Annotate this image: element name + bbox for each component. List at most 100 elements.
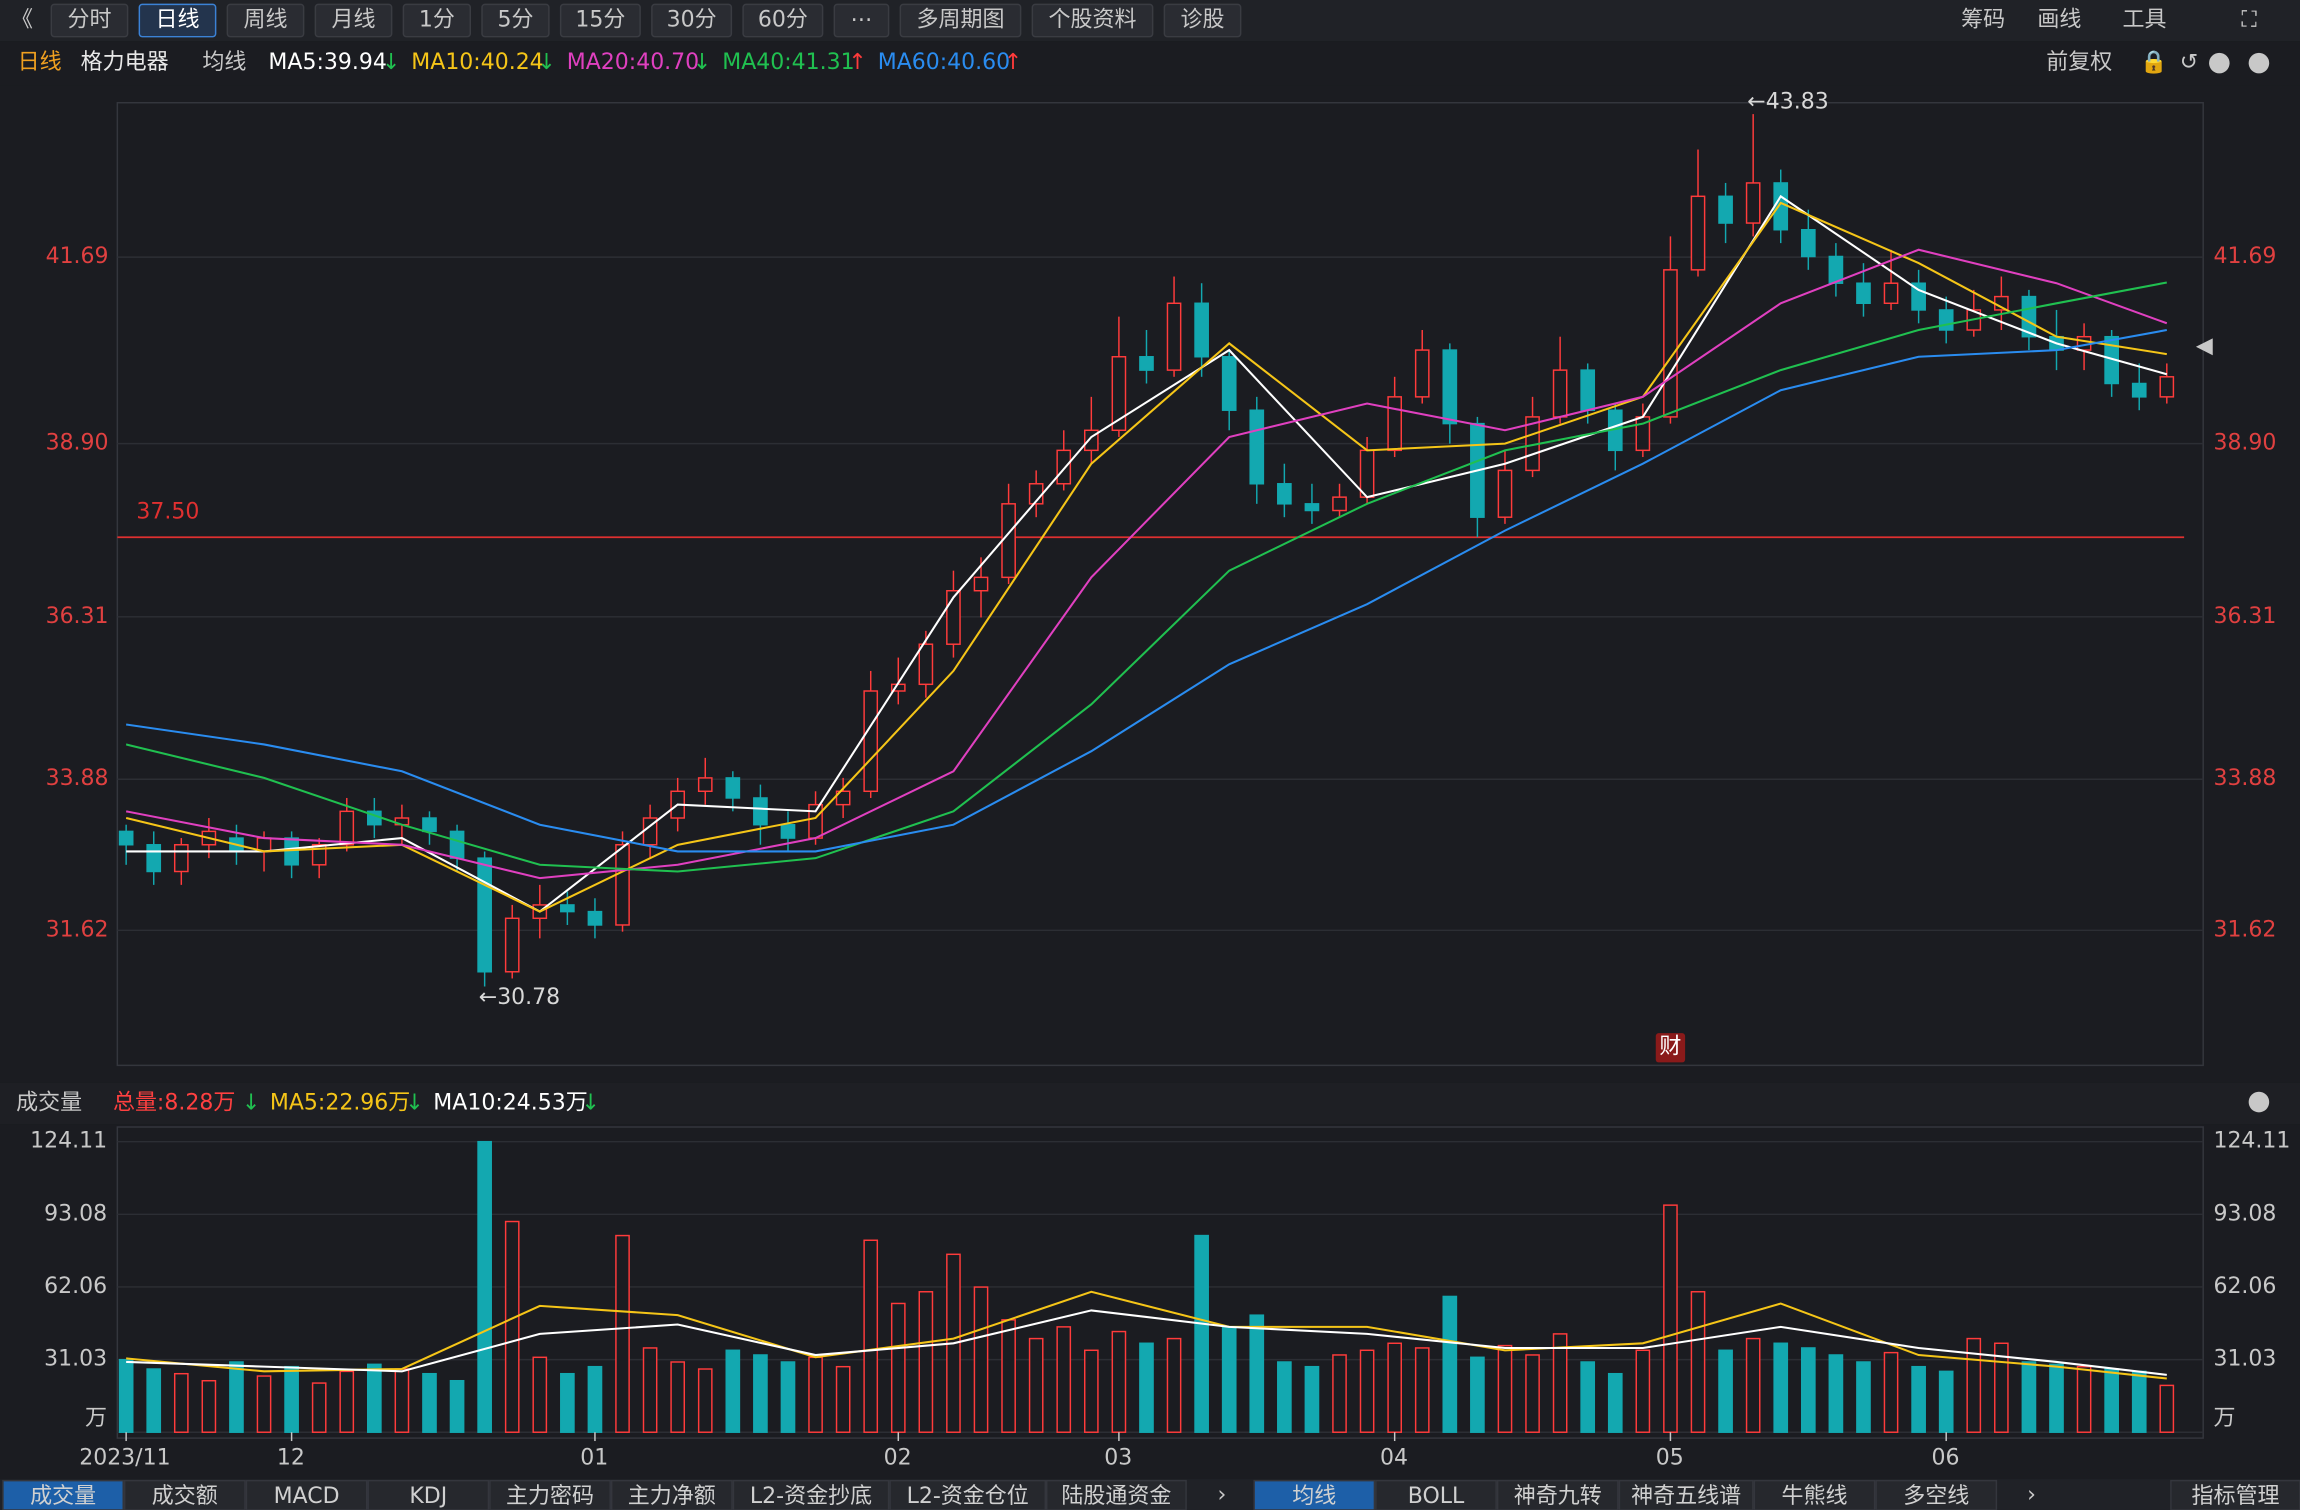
candle-body (615, 844, 630, 926)
overlay-tab[interactable] (1375, 1479, 1497, 1510)
candle-body (1139, 356, 1154, 371)
back-icon[interactable]: 《 (11, 8, 33, 33)
volume-tick-label-right: 62.06 (2213, 1274, 2276, 1299)
candle-body (1497, 469, 1513, 518)
indicator-tab-label: 成交额 (152, 1484, 218, 1509)
volume-ma10 (126, 1309, 2167, 1376)
overlay-tab-label: 多空线 (1903, 1484, 1969, 1509)
candle-body (1773, 182, 1789, 231)
toolbar-button[interactable] (742, 3, 824, 38)
period-label: 日线 (18, 50, 62, 75)
candle-body (118, 830, 134, 846)
toolbar-label: 30分 (667, 8, 717, 33)
indicator-tab-label: 主力净额 (628, 1484, 716, 1509)
toolbar-button[interactable] (226, 3, 305, 38)
volume-bar (1828, 1354, 1844, 1433)
toolbar-right[interactable]: 画线 (2037, 8, 2081, 33)
indicator-tab-label: L2-资金抄底 (750, 1484, 872, 1509)
volume-bar (256, 1375, 272, 1433)
toolbar-button[interactable] (899, 3, 1022, 38)
volume-bar (1966, 1337, 1982, 1433)
candle-body (1359, 449, 1375, 498)
indicator-tab[interactable] (245, 1479, 368, 1510)
toolbar-right[interactable]: 筹码 (1961, 8, 2005, 33)
volume-tick-label: 124.11 (30, 1129, 107, 1154)
toolbar-label: 多周期图 (916, 8, 1004, 33)
volume-bar (173, 1372, 189, 1433)
volume-bar (1800, 1347, 1816, 1433)
legend-entry: MA40:41.31 (722, 50, 854, 75)
volume-bar (284, 1365, 299, 1433)
x-tick-label: 04 (1380, 1446, 1408, 1471)
volume-bar (697, 1368, 713, 1433)
candle-body (835, 790, 851, 806)
volume-bar (1635, 1349, 1651, 1433)
volume-trend: ↓ (581, 1091, 599, 1116)
zoom-in-icon[interactable] (2209, 52, 2230, 74)
indicator-tab[interactable] (889, 1479, 1047, 1510)
overlay-tab[interactable] (1253, 1479, 1376, 1510)
toolbar-button[interactable] (1163, 3, 1242, 38)
candle-body (1304, 503, 1320, 512)
indicator-tab[interactable] (610, 1479, 733, 1510)
candle-body (1828, 255, 1844, 284)
tab-scroll[interactable]: › (2027, 1482, 2036, 1507)
candle-body (1277, 483, 1292, 505)
indicator-tab-label: 主力密码 (506, 1484, 594, 1509)
overlay-tab[interactable] (1875, 1479, 1998, 1510)
undo-icon[interactable]: ↺ (2180, 50, 2198, 75)
indicator-tab[interactable] (489, 1479, 611, 1510)
indicator-tab[interactable] (1046, 1479, 1187, 1510)
volume-tick-label: 31.03 (44, 1347, 107, 1372)
toolbar-button[interactable] (50, 3, 129, 38)
ma-line (125, 248, 2168, 880)
fullscreen-icon[interactable]: ⛶ (2241, 8, 2257, 33)
legend-entry: MA20:40.70 (567, 50, 699, 75)
toolbar-right[interactable]: 工具 (2123, 8, 2167, 33)
tab-scroll[interactable]: › (1217, 1482, 1226, 1507)
indicator-tab[interactable] (732, 1479, 890, 1510)
candle-body (1938, 309, 1954, 331)
candle-body (2131, 382, 2147, 398)
candle-body (1332, 496, 1347, 512)
indicator-tab[interactable] (367, 1479, 490, 1510)
indicator-tab[interactable] (123, 1479, 246, 1510)
volume-trend: ↓ (242, 1091, 260, 1116)
y2-tick-label: 36.31 (2213, 604, 2276, 629)
event-icon-bg[interactable] (1655, 1033, 1686, 1063)
toolbar-label: 5分 (497, 8, 533, 33)
toolbar-button[interactable] (138, 3, 217, 38)
volume-bar (2049, 1363, 2064, 1433)
volume-bar (1690, 1291, 1706, 1433)
x-tick-label: 05 (1656, 1446, 1684, 1471)
manage-tab[interactable] (2170, 1479, 2300, 1510)
toolbar-button[interactable] (833, 3, 890, 38)
overlay-tab[interactable] (1618, 1479, 1754, 1510)
toolbar-button[interactable] (314, 3, 393, 38)
close-icon[interactable] (2248, 1091, 2270, 1113)
toolbar-button[interactable] (559, 3, 641, 38)
volume-bar (1139, 1342, 1154, 1433)
indicator-tab[interactable] (2, 1479, 124, 1510)
candle-body (1718, 195, 1733, 224)
volume-bar (1001, 1319, 1016, 1433)
candle-body (973, 576, 989, 592)
toolbar-button[interactable] (651, 3, 733, 38)
volume-bar (311, 1382, 327, 1433)
info-bg (0, 41, 2300, 86)
overlay-tab[interactable] (1753, 1479, 1876, 1510)
toolbar-button[interactable] (402, 3, 472, 38)
lock-icon[interactable]: 🔒 (2140, 50, 2167, 75)
y2-tick-label: 38.90 (2213, 431, 2276, 456)
overlay-tab[interactable] (1496, 1479, 1619, 1510)
candle-body (2021, 295, 2037, 338)
volume-bar (394, 1368, 410, 1433)
volume-bar (1994, 1342, 2009, 1433)
toolbar-label: ⋯ (850, 8, 872, 33)
stock-name: 格力电器 (81, 50, 169, 75)
zoom-out-icon[interactable] (2248, 52, 2270, 74)
toolbar-label: 月线 (332, 8, 376, 33)
candle-body (725, 777, 741, 799)
toolbar-button[interactable] (481, 3, 550, 38)
toolbar-button[interactable] (1031, 3, 1154, 38)
